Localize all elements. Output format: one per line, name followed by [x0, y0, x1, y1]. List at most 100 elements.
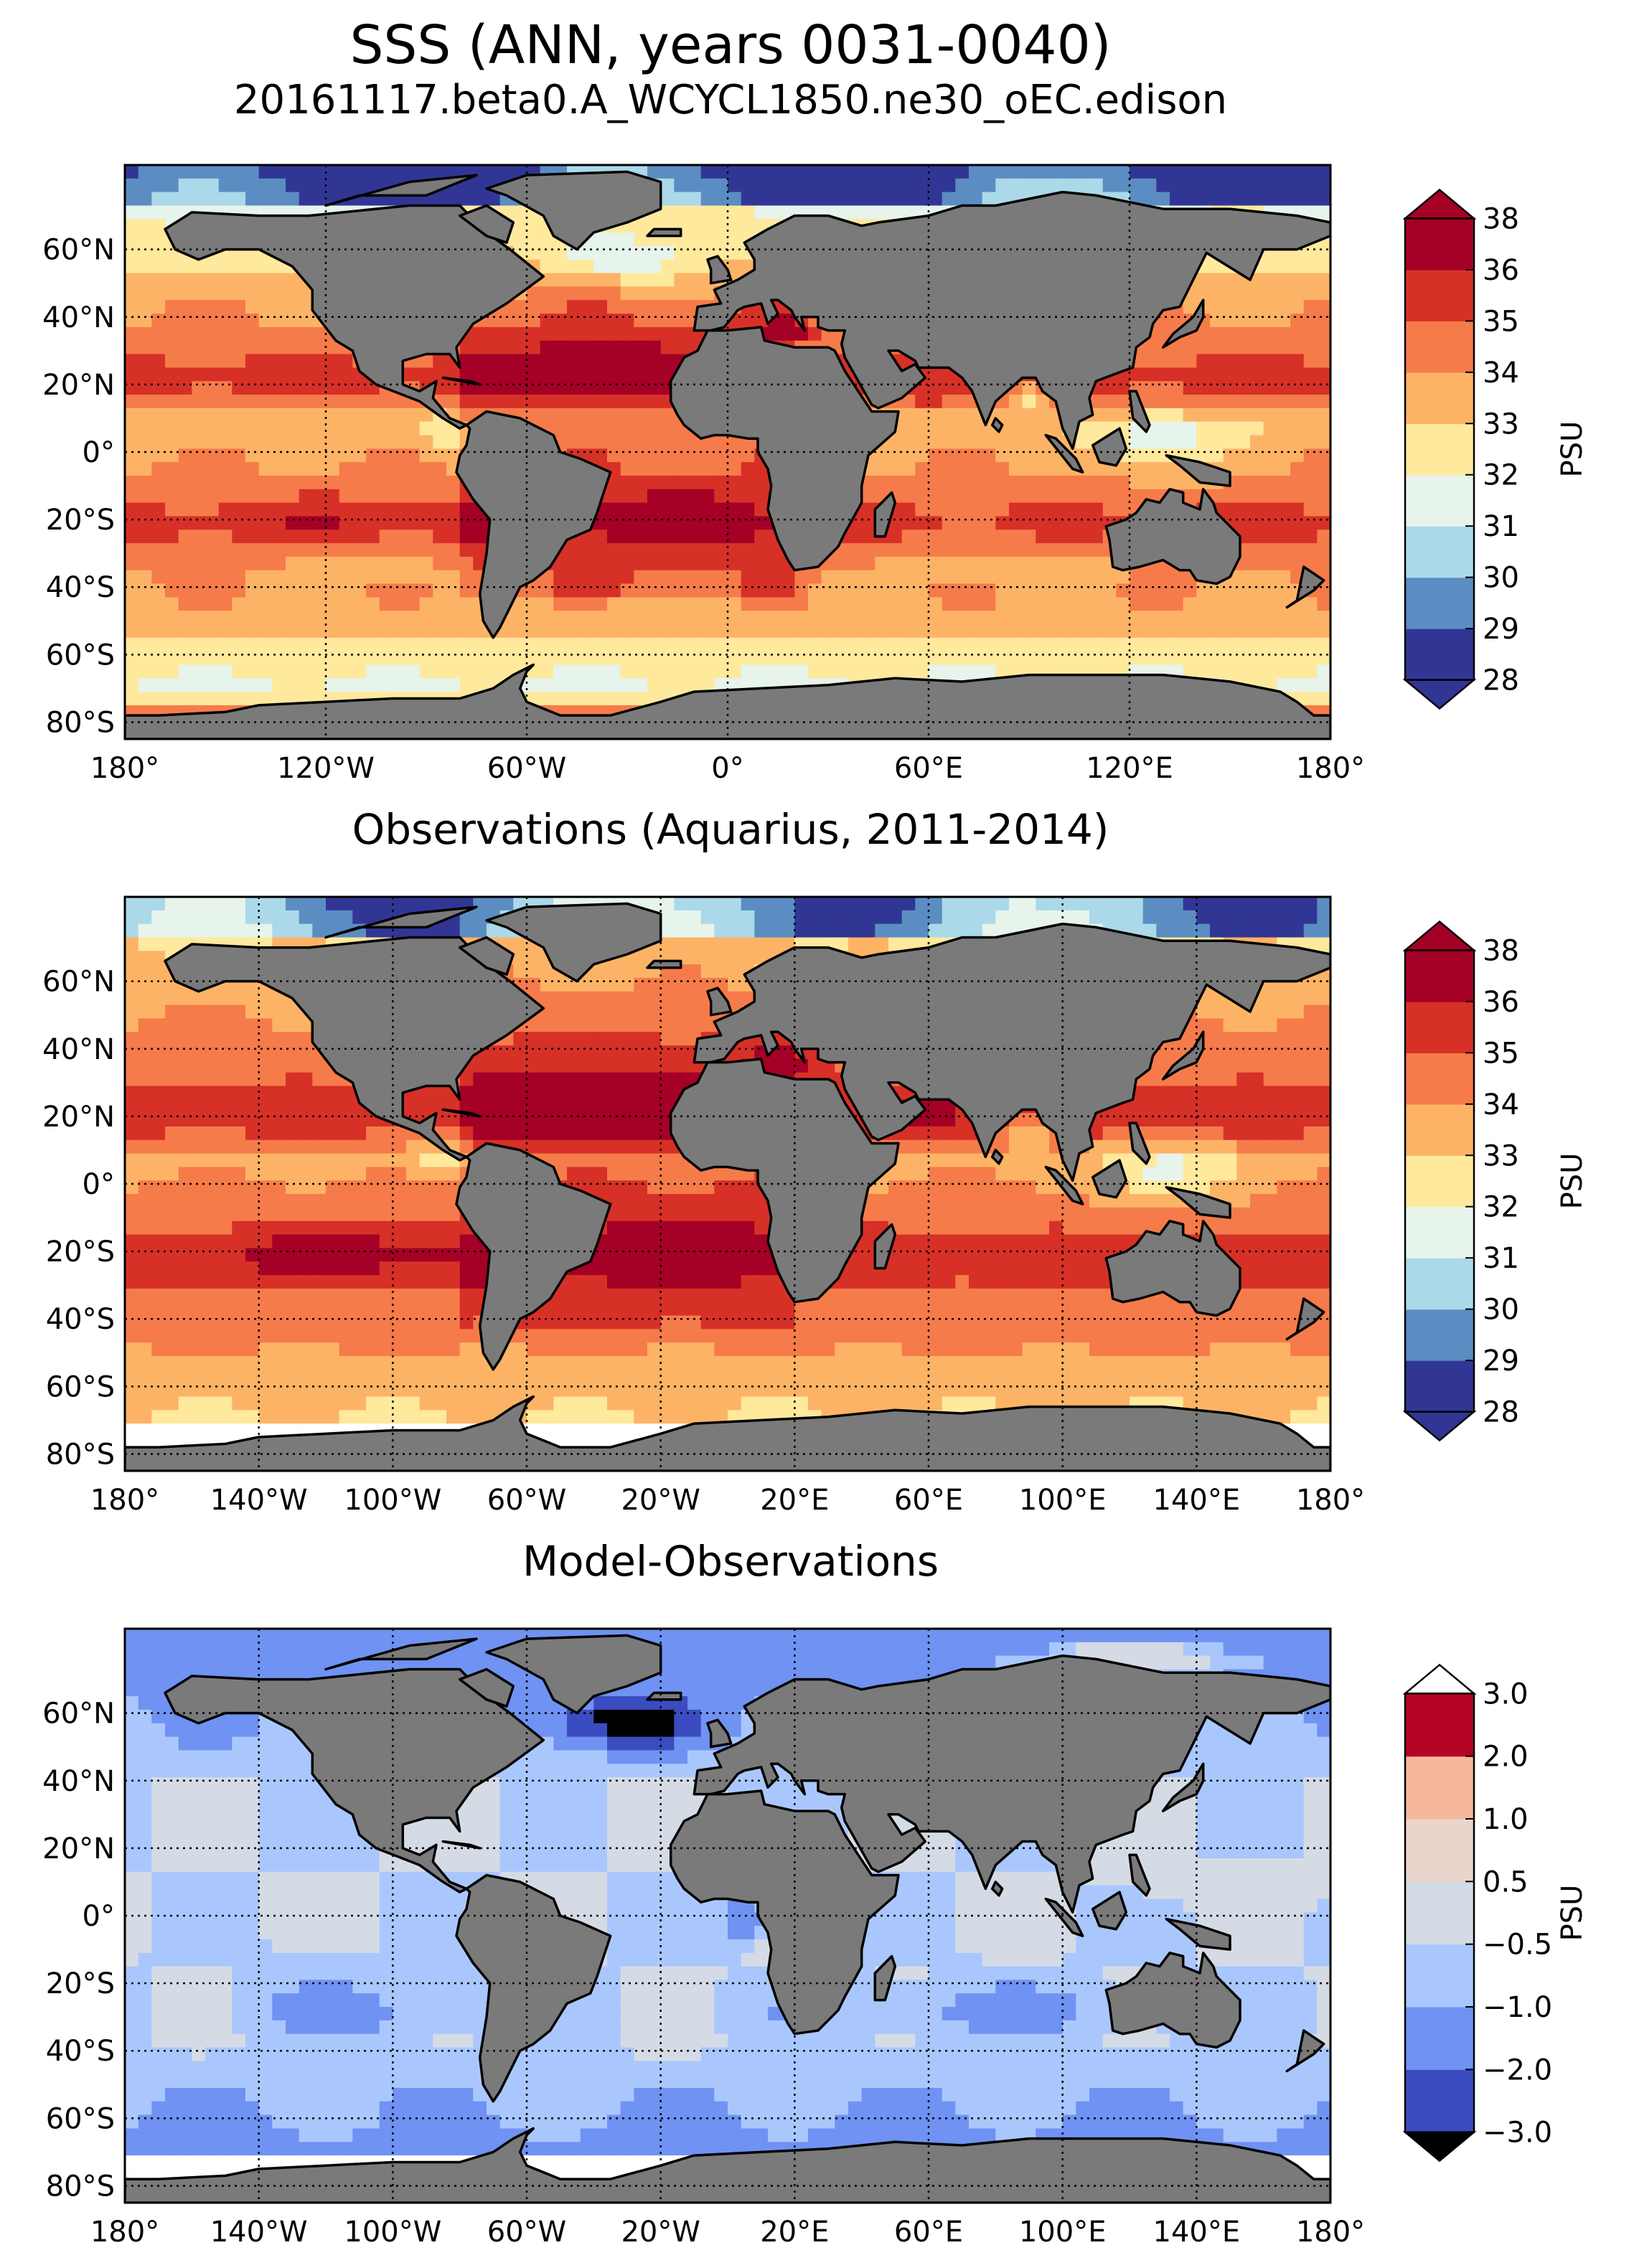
field-cell [674, 1045, 688, 1060]
field-cell [1223, 314, 1238, 328]
field-cell [192, 692, 206, 706]
field-cell [593, 1032, 608, 1046]
field-cell [607, 421, 621, 436]
field-cell [419, 597, 434, 611]
field-cell [1156, 192, 1170, 207]
field-cell [1089, 556, 1104, 571]
field-cell [245, 570, 260, 585]
field-cell [393, 651, 407, 666]
field-cell [433, 583, 447, 598]
field-cell [192, 475, 206, 490]
field-cell [473, 178, 487, 193]
field-cell [540, 597, 555, 611]
field-cell [1009, 435, 1023, 450]
field-cell [205, 489, 220, 504]
field-cell [312, 923, 327, 938]
field-cell [1022, 910, 1037, 925]
field-cell [1263, 556, 1278, 571]
field-cell [620, 462, 635, 476]
field-cell [580, 977, 595, 992]
field-cell [580, 367, 595, 382]
field-cell [165, 259, 179, 274]
field-cell [1236, 300, 1251, 314]
field-cell [1223, 448, 1238, 463]
field-cell [165, 664, 179, 679]
field-cell [1183, 583, 1198, 598]
field-cell [1170, 395, 1184, 409]
field-cell [232, 516, 246, 530]
field-cell [1062, 637, 1077, 652]
field-cell [700, 165, 715, 179]
field-cell [125, 1045, 139, 1060]
land-britain [706, 255, 733, 285]
field-cell [1277, 435, 1291, 450]
field-cell [901, 637, 916, 652]
field-cell [915, 624, 929, 639]
field-cell [888, 165, 903, 179]
field-cell [1263, 314, 1278, 328]
field-cell [1170, 570, 1184, 585]
field-cell [660, 502, 675, 517]
field-cell [1277, 489, 1291, 504]
field-cell [232, 354, 246, 369]
field-cell [754, 910, 769, 925]
field-cell [312, 381, 327, 395]
field-cell [286, 326, 300, 342]
field-cell [339, 489, 354, 504]
field-cell [1036, 556, 1050, 571]
field-cell [1223, 1032, 1238, 1046]
field-cell [714, 232, 728, 247]
field-cell [674, 192, 688, 207]
field-cell [459, 664, 474, 679]
field-cell [218, 597, 233, 611]
field-cell [286, 381, 300, 395]
field-cell [125, 245, 139, 260]
field-cell [1303, 326, 1318, 342]
field-cell [1170, 624, 1184, 639]
field-cell [312, 340, 327, 355]
field-cell [1116, 611, 1130, 625]
field-cell [1170, 611, 1184, 625]
field-cell [647, 624, 662, 639]
field-cell [1049, 421, 1064, 436]
field-cell [299, 421, 314, 436]
land-eurasia [693, 190, 1330, 451]
field-cell [245, 421, 260, 436]
field-cell [406, 624, 421, 639]
field-cell [861, 530, 876, 544]
colorbar-segment [1405, 423, 1474, 476]
field-cell [915, 897, 929, 911]
field-cell [192, 395, 206, 409]
field-cell [1036, 597, 1050, 611]
field-cell [272, 273, 286, 288]
field-cell [165, 286, 179, 301]
field-cell [1170, 597, 1184, 611]
field-cell [232, 475, 246, 490]
field-cell [245, 340, 260, 355]
field-cell [258, 273, 273, 288]
field-cell [272, 462, 286, 476]
field-cell [620, 516, 635, 530]
field-cell [1290, 408, 1305, 423]
field-cell [674, 340, 688, 355]
field-cell [1009, 897, 1023, 911]
field-cell [861, 897, 876, 911]
field-cell [955, 192, 970, 207]
field-cell [1089, 543, 1104, 557]
field-cell [1303, 273, 1318, 288]
field-cell [1263, 1004, 1278, 1020]
field-cell [1130, 489, 1144, 504]
field-cell [513, 611, 527, 625]
field-cell [1317, 664, 1330, 679]
field-cell [593, 651, 608, 666]
field-cell [955, 435, 970, 450]
field-cell [553, 326, 568, 342]
field-cell [1142, 611, 1158, 625]
field-cell [1250, 192, 1264, 207]
field-cell [1183, 475, 1198, 490]
field-cell [1036, 543, 1050, 557]
field-cell [901, 597, 916, 611]
field-cell [875, 583, 889, 598]
field-cell [634, 367, 648, 382]
field-cell [258, 543, 273, 557]
